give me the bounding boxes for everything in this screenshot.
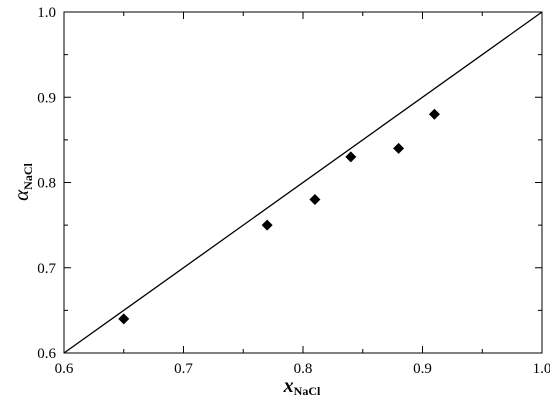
tick-labels: 0.6 0.7 0.8 0.9 1.0 0.6 0.7 0.8 0.9 1.0 — [37, 5, 550, 377]
data-point-diamond — [261, 219, 273, 231]
y-tick-label: 0.6 — [37, 346, 56, 362]
data-point-diamond — [393, 142, 405, 154]
y-tick-label: 0.7 — [37, 261, 56, 277]
data-point-diamond — [345, 151, 357, 163]
y-axis-label-sub: NaCl — [21, 162, 35, 189]
x-tick-label: 0.7 — [174, 361, 193, 377]
data-point-diamond — [428, 108, 440, 120]
x-tick-label: 0.9 — [413, 361, 432, 377]
x-axis-label: xNaCl — [283, 375, 321, 398]
y-axis-label-main: α — [9, 189, 33, 201]
x-tick-label: 0.8 — [294, 361, 313, 377]
x-tick-label: 1.0 — [533, 361, 550, 377]
data-point-diamond — [309, 194, 321, 206]
data-point-diamond — [118, 313, 130, 325]
data-points — [118, 108, 440, 325]
y-tick-label: 1.0 — [37, 5, 56, 21]
y-axis-label: αNaCl — [9, 162, 35, 200]
x-tick-label: 0.6 — [55, 361, 74, 377]
y-tick-label: 0.8 — [37, 176, 56, 192]
reference-diagonal-line — [63, 11, 543, 354]
x-axis-label-main: x — [283, 375, 294, 397]
x-axis-label-sub: NaCl — [294, 384, 321, 398]
y-tick-label: 0.9 — [37, 90, 56, 106]
axis-ticks — [63, 11, 543, 354]
